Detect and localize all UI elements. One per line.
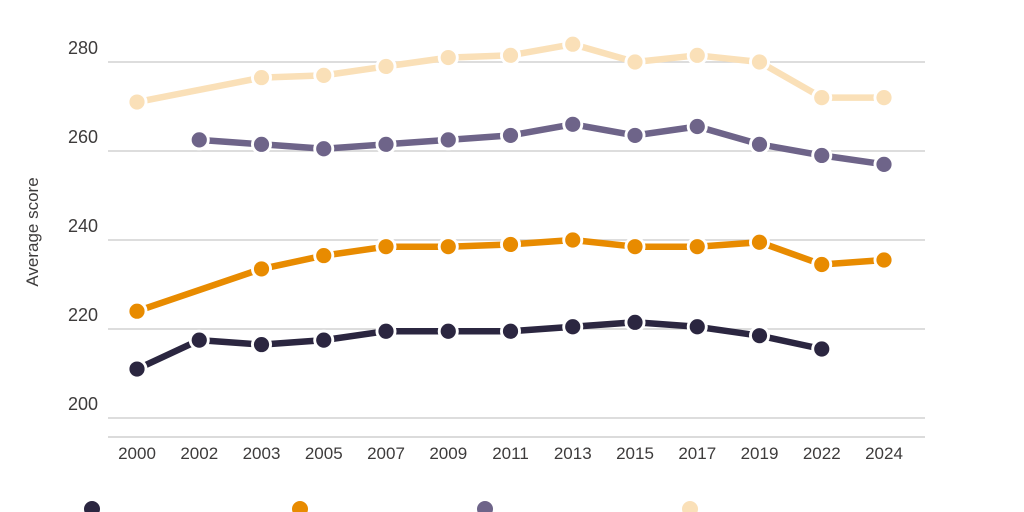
data-point-series-4-cream-2022[interactable]: [814, 90, 830, 106]
data-point-series-2-orange-2017[interactable]: [689, 239, 705, 255]
y-axis-title: Average score: [23, 177, 42, 286]
x-tick-label: 2024: [865, 444, 903, 463]
data-point-series-1-navy-2003[interactable]: [253, 336, 270, 353]
data-point-series-4-cream-2005[interactable]: [316, 67, 332, 83]
data-point-series-4-cream-2011[interactable]: [502, 47, 519, 63]
legend-marker-2[interactable]: [477, 501, 493, 512]
data-point-series-3-purple-2005[interactable]: [316, 141, 332, 157]
data-point-series-2-orange-2000[interactable]: [129, 303, 145, 319]
data-point-series-4-cream-2013[interactable]: [565, 36, 581, 52]
data-point-series-1-navy-2011[interactable]: [502, 323, 519, 339]
data-point-series-1-navy-2015[interactable]: [627, 314, 643, 330]
data-point-series-2-orange-2011[interactable]: [502, 236, 519, 253]
legend-marker-1[interactable]: [292, 501, 308, 512]
data-point-series-4-cream-2017[interactable]: [689, 47, 705, 63]
y-axis-tick-labels: 200 220 240 260 280: [68, 38, 98, 414]
data-point-series-2-orange-2022[interactable]: [814, 256, 830, 273]
x-tick-label: 2015: [616, 444, 654, 463]
series-line-series-3-purple: [196, 121, 888, 168]
data-point-series-2-orange-2005[interactable]: [316, 247, 332, 264]
legend-marker-0[interactable]: [84, 501, 100, 512]
data-point-series-4-cream-2015[interactable]: [627, 54, 643, 70]
data-point-series-2-orange-2019[interactable]: [751, 234, 768, 250]
x-tick-label: 2013: [554, 444, 592, 463]
data-point-series-3-purple-2019[interactable]: [751, 136, 768, 152]
data-point-series-1-navy-2013[interactable]: [565, 319, 581, 335]
x-tick-label: 2017: [678, 444, 716, 463]
data-point-series-2-orange-2003[interactable]: [253, 261, 270, 277]
chart-legend[interactable]: [84, 501, 698, 512]
data-point-series-1-navy-2000[interactable]: [129, 361, 145, 377]
x-tick-label: 2003: [243, 444, 281, 463]
data-point-series-2-orange-2024[interactable]: [876, 252, 892, 268]
data-point-series-1-navy-2002[interactable]: [191, 332, 207, 348]
data-point-series-3-purple-2009[interactable]: [440, 132, 456, 148]
data-point-series-4-cream-2007[interactable]: [378, 58, 394, 75]
data-point-series-4-cream-2000[interactable]: [129, 94, 145, 110]
data-point-series-3-purple-2015[interactable]: [627, 127, 643, 144]
data-point-series-4-cream-2019[interactable]: [751, 54, 768, 70]
x-tick-label: 2007: [367, 444, 405, 463]
y-tick-label: 260: [68, 127, 98, 147]
y-tick-label: 280: [68, 38, 98, 58]
y-tick-label: 220: [68, 305, 98, 325]
data-point-series-1-navy-2005[interactable]: [316, 332, 332, 348]
data-point-series-3-purple-2002[interactable]: [191, 132, 207, 148]
data-point-series-4-cream-2003[interactable]: [253, 69, 270, 86]
data-point-series-3-purple-2007[interactable]: [378, 136, 394, 152]
data-point-series-2-orange-2013[interactable]: [565, 232, 581, 248]
x-tick-label: 2019: [741, 444, 779, 463]
data-point-series-1-navy-2007[interactable]: [378, 323, 394, 339]
data-point-series-4-cream-2009[interactable]: [440, 49, 456, 66]
data-point-series-4-cream-2024[interactable]: [876, 90, 892, 106]
data-point-series-3-purple-2022[interactable]: [814, 147, 830, 164]
data-point-series-3-purple-2011[interactable]: [502, 127, 519, 144]
data-point-series-1-navy-2017[interactable]: [689, 319, 705, 335]
data-point-series-2-orange-2009[interactable]: [440, 239, 456, 255]
data-point-series-1-navy-2009[interactable]: [440, 323, 456, 339]
data-point-series-1-navy-2022[interactable]: [814, 341, 830, 357]
data-point-series-1-navy-2019[interactable]: [751, 328, 768, 344]
data-point-series-2-orange-2007[interactable]: [378, 239, 394, 255]
y-tick-label: 200: [68, 394, 98, 414]
x-tick-label: 2022: [803, 444, 841, 463]
data-point-series-2-orange-2015[interactable]: [627, 239, 643, 255]
x-tick-label: 2000: [118, 444, 156, 463]
x-tick-label: 2011: [492, 444, 529, 463]
x-tick-label: 2002: [180, 444, 218, 463]
x-axis-tick-labels: 2000 2002 2003 2005 2007 2009 2011 2013 2015 2017…: [118, 444, 903, 463]
series-line-series-2-orange: [133, 236, 888, 315]
x-tick-label: 2005: [305, 444, 343, 463]
data-series: [126, 33, 895, 380]
y-tick-label: 240: [68, 216, 98, 236]
data-point-series-3-purple-2003[interactable]: [253, 136, 270, 152]
legend-marker-3[interactable]: [682, 501, 698, 512]
data-point-series-3-purple-2024[interactable]: [876, 156, 892, 172]
data-point-series-3-purple-2017[interactable]: [689, 118, 705, 135]
x-tick-label: 2009: [429, 444, 467, 463]
data-point-series-3-purple-2013[interactable]: [565, 116, 581, 132]
